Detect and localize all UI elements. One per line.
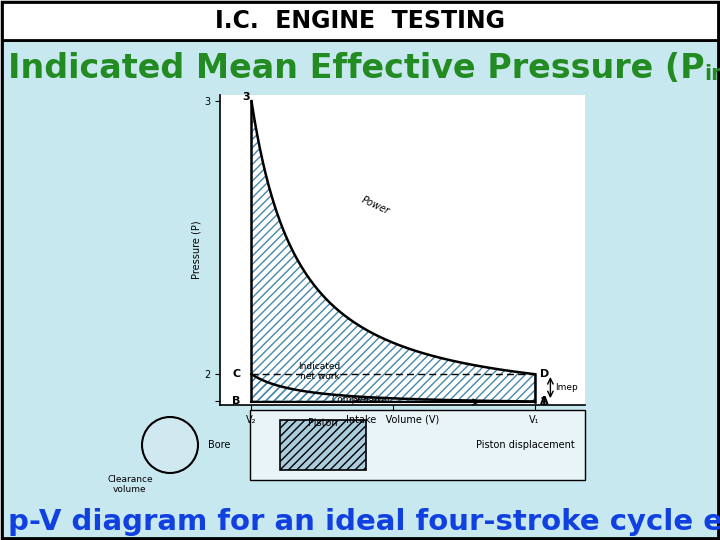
- Text: Bore: Bore: [207, 440, 230, 450]
- Text: Indicated Mean Effective Pressure (P: Indicated Mean Effective Pressure (P: [8, 51, 705, 84]
- Bar: [250, 410, 585, 480]
- Text: Imep: Imep: [555, 383, 578, 392]
- Text: Clearance
volume: Clearance volume: [107, 475, 153, 495]
- Text: I.C.  ENGINE  TESTING: I.C. ENGINE TESTING: [215, 9, 505, 33]
- Text: A: A: [540, 396, 549, 406]
- Bar: [2, 2, 718, 40]
- Text: im: im: [704, 64, 720, 84]
- Text: 3: 3: [243, 92, 251, 102]
- Text: C: C: [232, 369, 240, 379]
- Text: Piston displacement: Piston displacement: [476, 440, 575, 450]
- Text: p-V diagram for an ideal four-stroke cycle engine: p-V diagram for an ideal four-stroke cyc…: [8, 508, 720, 536]
- Text: exhaust: exhaust: [352, 396, 388, 405]
- Text: ):: ):: [719, 51, 720, 84]
- Text: Power: Power: [360, 194, 392, 216]
- Text: Indicated
net work: Indicated net work: [298, 362, 341, 381]
- Text: D: D: [540, 369, 549, 379]
- Bar: [280, 420, 366, 470]
- Circle shape: [142, 417, 198, 473]
- Y-axis label: Pressure (P): Pressure (P): [192, 221, 202, 279]
- Text: Piston: Piston: [308, 418, 338, 428]
- Text: 1: 1: [540, 397, 547, 407]
- Text: B: B: [232, 396, 240, 406]
- Text: Compression: Compression: [332, 395, 390, 403]
